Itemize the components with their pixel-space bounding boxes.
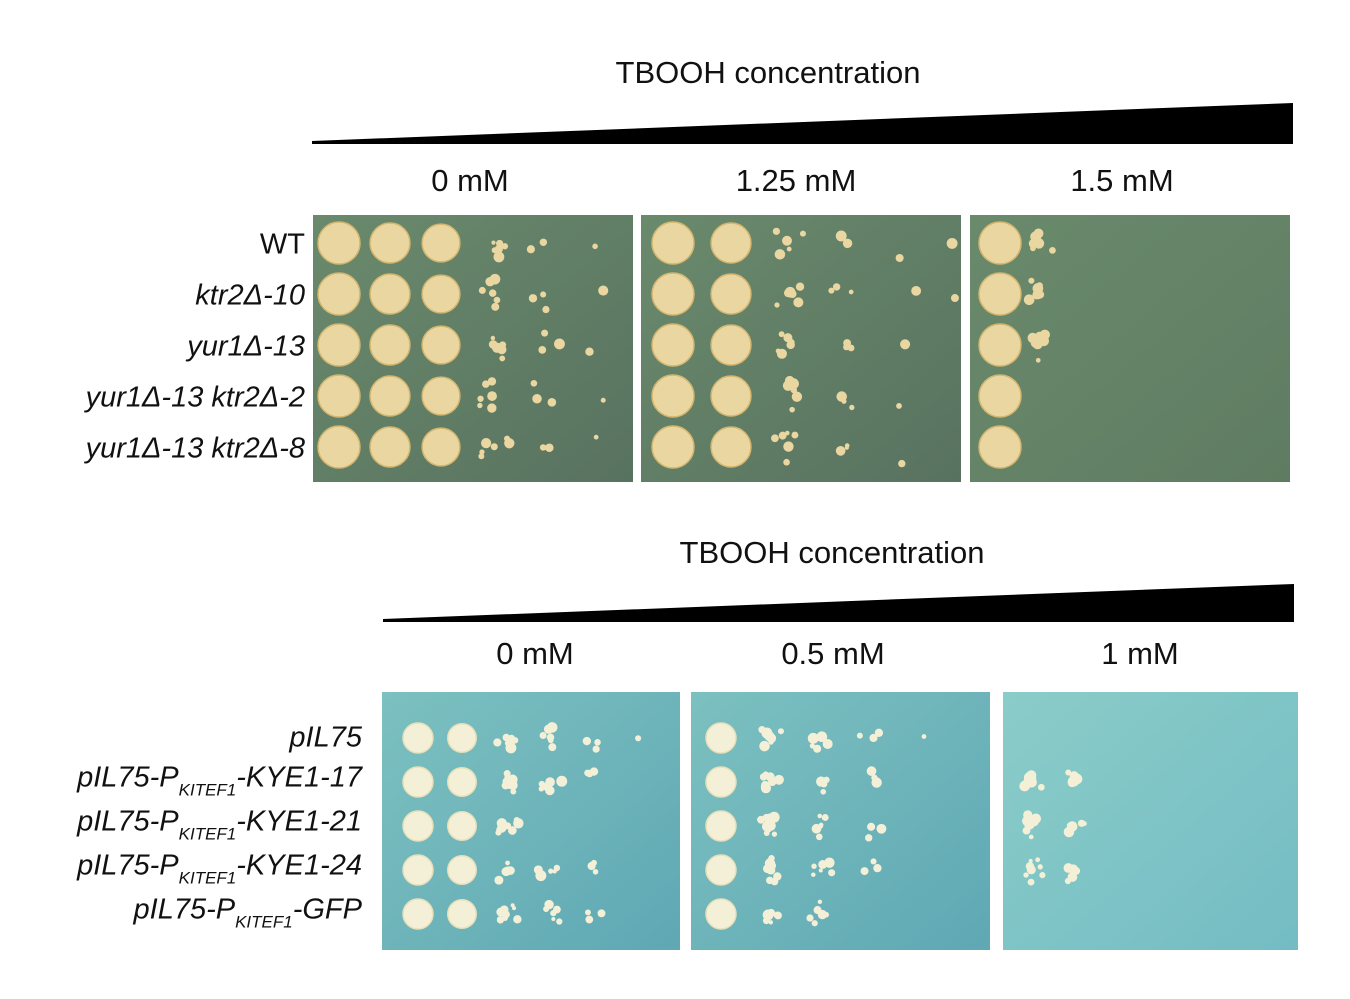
bottom-conc-label-2: 1 mM <box>1101 636 1179 671</box>
top-strain-label-double-8: yur1Δ-13 ktr2Δ-8 <box>85 432 305 465</box>
top-conc-label-2: 1.5 mM <box>1070 163 1174 198</box>
bottom-strain-label-gfp: pIL75-PKITEF1-GFP <box>134 894 362 933</box>
bottom-conc-label-1: 0.5 mM <box>781 636 885 671</box>
promoter-subscript: KITEF1 <box>235 912 293 932</box>
bottom-concentration-wedge <box>383 584 1294 622</box>
top-plate-1.5mM <box>970 215 1290 482</box>
promoter-subscript: KITEF1 <box>178 824 237 844</box>
strain-prefix: pIL75-P <box>77 805 179 838</box>
strain-suffix: -KYE1-17 <box>236 761 362 794</box>
top-strain-label-double-2: yur1Δ-13 ktr2Δ-2 <box>85 381 305 414</box>
strain-prefix: pIL75-P <box>133 893 236 926</box>
top-concentration-wedge <box>312 103 1293 144</box>
bottom-plate-0mM <box>382 692 680 950</box>
strain-suffix: -KYE1-24 <box>236 849 362 882</box>
bottom-strain-label-kye1-21: pIL75-PKITEF1-KYE1-21 <box>77 806 362 845</box>
strain-suffix: -KYE1-21 <box>236 805 362 838</box>
strain-prefix: pIL75 <box>289 721 362 754</box>
top-plate-1.25mM <box>641 215 961 482</box>
bottom-plate-1mM <box>1003 692 1298 950</box>
top-strain-label-wt: WT <box>259 228 305 261</box>
strain-prefix: pIL75-P <box>77 761 179 794</box>
promoter-subscript: KITEF1 <box>178 868 237 888</box>
strain-prefix: pIL75-P <box>77 849 179 882</box>
bottom-strain-label-kye1-17: pIL75-PKITEF1-KYE1-17 <box>77 762 362 801</box>
top-conc-label-1: 1.25 mM <box>735 163 857 198</box>
strain-suffix: -GFP <box>292 893 362 926</box>
top-plate-0mM <box>313 215 633 482</box>
bottom-strain-label-pil75: pIL75 <box>289 722 362 755</box>
top-strain-label-ktr2: ktr2Δ-10 <box>195 279 305 312</box>
top-gradient-title: TBOOH concentration <box>615 55 921 90</box>
promoter-subscript: KITEF1 <box>178 780 237 800</box>
bottom-conc-label-0: 0 mM <box>496 636 574 671</box>
bottom-strain-label-kye1-24: pIL75-PKITEF1-KYE1-24 <box>77 850 362 889</box>
top-conc-label-0: 0 mM <box>431 163 509 198</box>
bottom-plate-0.5mM <box>691 692 990 950</box>
bottom-gradient-title: TBOOH concentration <box>679 535 985 570</box>
top-strain-label-yur1: yur1Δ-13 <box>187 330 305 363</box>
